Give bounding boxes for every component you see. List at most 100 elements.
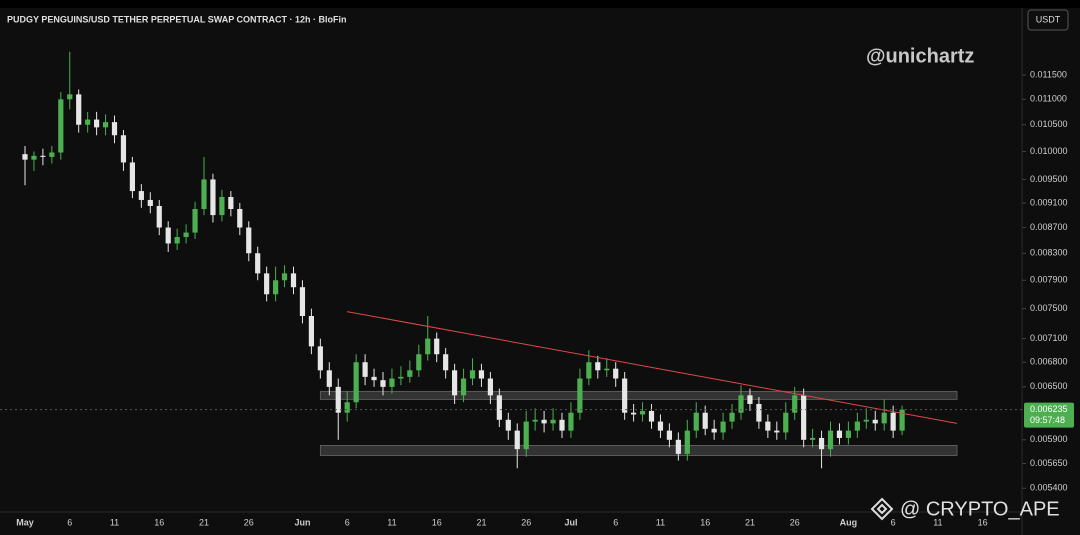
candle-body — [174, 237, 180, 244]
candle-body — [434, 338, 440, 355]
candle-body — [398, 376, 404, 379]
x-tick-label: Jun — [294, 517, 310, 527]
candle-body — [138, 191, 144, 200]
candle-body — [76, 94, 82, 125]
candle-body — [264, 273, 270, 295]
candle-body — [818, 437, 825, 450]
support-zone — [319, 390, 958, 400]
y-tick-label: 0.008700 — [1030, 222, 1068, 232]
x-tick-label: 26 — [244, 517, 254, 527]
y-tick-label: 0.010500 — [1030, 119, 1068, 129]
candle-body — [720, 421, 726, 433]
candle-body — [747, 395, 753, 404]
y-tick-label: 0.006500 — [1030, 381, 1068, 391]
candle-body — [49, 152, 55, 157]
x-tick-label: 21 — [476, 517, 486, 527]
x-tick-label: 11 — [933, 517, 942, 527]
candle-body — [854, 421, 860, 431]
candle-body — [201, 179, 207, 209]
chart-title: PUDGY PENGUINS/USD TETHER PERPETUAL SWAP… — [7, 14, 347, 24]
candle-body — [299, 287, 306, 316]
candle-body — [845, 430, 851, 438]
candle-body — [532, 419, 538, 422]
candle-body — [863, 419, 869, 422]
candle-body — [183, 232, 189, 238]
candle-body — [129, 162, 135, 192]
candle-body — [675, 439, 681, 454]
candle-body — [362, 362, 368, 377]
candle-body — [407, 370, 413, 377]
candle-body — [344, 402, 350, 413]
last-price-box — [1024, 402, 1074, 428]
candle-body — [505, 419, 511, 431]
x-tick-label: 6 — [67, 517, 72, 527]
candle-body — [702, 412, 708, 429]
x-tick-label: 16 — [978, 517, 988, 527]
y-tick-label: 0.011000 — [1030, 94, 1067, 104]
x-tick-label: Jul — [564, 517, 577, 527]
candle-body — [639, 410, 646, 415]
y-tick-label: 0.009100 — [1030, 197, 1068, 207]
x-tick-label: 6 — [613, 517, 618, 527]
x-tick-label: 26 — [790, 517, 800, 527]
y-tick-label: 0.005650 — [1030, 458, 1068, 468]
candle-body — [273, 280, 279, 295]
last-price-label: 0.006235 — [1030, 404, 1068, 414]
candle-body — [559, 419, 565, 431]
y-tick-label: 0.009500 — [1030, 174, 1068, 184]
candle-body — [246, 227, 252, 254]
y-tick-label: 0.011500 — [1030, 69, 1067, 79]
candle-body — [872, 419, 878, 424]
candle-body — [827, 430, 834, 450]
candle-body — [67, 94, 73, 100]
currency-label[interactable]: USDT — [1036, 14, 1061, 24]
x-tick-label: May — [16, 517, 34, 527]
x-tick-label: 26 — [521, 517, 531, 527]
candle-body — [380, 380, 386, 387]
candle-body — [22, 154, 28, 160]
candle-body — [729, 412, 735, 422]
y-tick-label: 0.008300 — [1030, 248, 1068, 258]
candle-body — [693, 412, 699, 431]
top-strip — [0, 0, 1080, 8]
watermark: @unichartz — [866, 45, 974, 67]
x-tick-label: 16 — [432, 517, 442, 527]
currency-box[interactable] — [1027, 9, 1069, 31]
candle-body — [469, 370, 476, 379]
candle-body — [452, 370, 458, 396]
candle-body — [281, 273, 288, 281]
footer-logo — [870, 497, 894, 521]
candle-body — [890, 412, 896, 431]
candle-body — [335, 386, 341, 413]
candle-body — [353, 362, 359, 403]
trendline — [346, 311, 958, 424]
candle-body — [219, 196, 225, 216]
candle-body — [94, 119, 100, 128]
x-tick-label: 11 — [387, 517, 396, 527]
candle-body — [568, 412, 574, 431]
x-tick-label: 16 — [154, 517, 164, 527]
candle-body — [460, 378, 467, 396]
y-tick-label: 0.010000 — [1030, 146, 1068, 156]
candle-body — [801, 395, 807, 440]
candle-body — [684, 430, 690, 454]
x-tick-label: 21 — [745, 517, 755, 527]
candle-body — [210, 179, 216, 216]
candle-body — [577, 378, 583, 413]
candle-body — [156, 205, 162, 228]
candle-body — [774, 430, 780, 433]
y-tick-label: 0.007100 — [1030, 333, 1068, 343]
candle-body — [102, 122, 109, 128]
candle-body — [487, 378, 493, 396]
candle-body — [478, 370, 485, 379]
candle-body — [425, 338, 431, 355]
candle-body — [40, 155, 46, 157]
candle-body — [111, 122, 118, 136]
x-tick-label: 11 — [656, 517, 665, 527]
candle-body — [604, 368, 610, 371]
candle-body — [711, 428, 717, 433]
candle-body — [120, 135, 127, 163]
x-tick-label: 11 — [110, 517, 119, 527]
